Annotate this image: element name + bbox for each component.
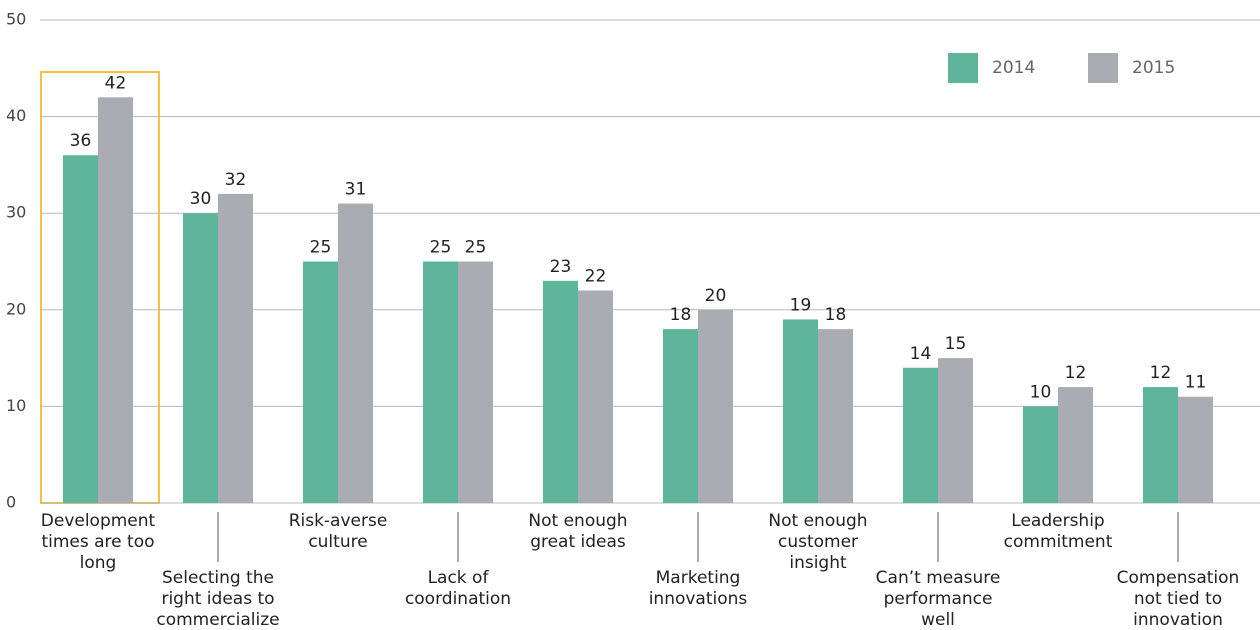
label-line: Development [41, 511, 156, 531]
label-line: times are too [41, 532, 154, 552]
legend-label: 2015 [1132, 58, 1175, 78]
value-label: 23 [550, 257, 572, 277]
bar [1143, 387, 1178, 503]
bar [458, 261, 493, 503]
value-label: 36 [70, 131, 92, 151]
label-line: innovations [649, 589, 748, 609]
label-line: customer [778, 532, 858, 552]
value-label: 42 [105, 73, 127, 93]
bar [1023, 406, 1058, 503]
x-tick-label: Lack of coordination [405, 568, 511, 609]
label-line: performance [884, 589, 993, 609]
y-tick-label: 30 [6, 203, 26, 222]
label-line: Selecting the [162, 568, 274, 588]
bar [183, 213, 218, 503]
label-line: Risk-averse [289, 511, 388, 531]
value-label: 19 [790, 295, 812, 315]
label-line: commitment [1004, 532, 1113, 552]
y-tick-label: 20 [6, 299, 26, 318]
value-label: 20 [705, 286, 727, 306]
x-tick-label: Compensation not tied to innovation [1117, 568, 1240, 630]
bar [698, 309, 733, 503]
bar [783, 319, 818, 503]
label-line: Compensation [1117, 568, 1240, 588]
label-line: Not enough [528, 511, 627, 531]
label-line: not tied to [1134, 589, 1222, 609]
bar [303, 261, 338, 503]
y-tick-label: 0 [6, 493, 16, 512]
label-line: Can’t measure [876, 568, 1001, 588]
x-tick-label: Selecting the right ideas to commercialize [156, 568, 279, 630]
y-tick-label: 40 [6, 106, 26, 125]
value-label: 12 [1150, 363, 1172, 383]
label-line: long [80, 553, 117, 573]
value-label: 32 [225, 170, 247, 190]
y-tick-label: 50 [6, 10, 26, 29]
value-label: 18 [670, 305, 692, 325]
bar [338, 203, 373, 504]
bar [423, 261, 458, 503]
label-line: insight [789, 553, 847, 573]
label-line: right ideas to [161, 589, 274, 609]
x-tick-label: Not enough great ideas [528, 511, 627, 552]
bar [938, 358, 973, 503]
legend-label: 2014 [992, 58, 1035, 78]
bar [98, 97, 133, 503]
bar [903, 367, 938, 503]
value-label: 25 [310, 238, 332, 258]
bar [818, 329, 853, 503]
x-tick-label: Development times are too long [41, 511, 156, 573]
value-label: 15 [945, 334, 967, 354]
x-tick-label: Risk-averse culture [289, 511, 388, 552]
value-label: 31 [345, 180, 367, 200]
label-line: culture [308, 532, 367, 552]
value-label: 12 [1065, 363, 1087, 383]
value-label: 30 [190, 189, 212, 209]
value-label: 10 [1030, 382, 1052, 402]
value-label: 22 [585, 266, 607, 286]
bar [663, 329, 698, 503]
x-tick-label: Can’t measure performance well [876, 568, 1001, 630]
label-line: great ideas [530, 532, 626, 552]
value-label: 11 [1185, 373, 1207, 393]
x-tick-label: Marketing innovations [649, 568, 748, 609]
bar [1058, 387, 1093, 503]
label-line: Leadership [1011, 511, 1104, 531]
value-label: 18 [825, 305, 847, 325]
value-label: 25 [465, 238, 487, 258]
bar [543, 280, 578, 503]
value-label: 14 [910, 344, 932, 364]
bar [218, 193, 253, 503]
bar [1178, 396, 1213, 503]
label-line: Lack of [428, 568, 490, 588]
label-line: Marketing [656, 568, 741, 588]
bar [63, 155, 98, 504]
label-line: coordination [405, 589, 511, 609]
label-line: commercialize [156, 610, 279, 630]
legend-swatch [948, 53, 978, 83]
legend-swatch [1088, 53, 1118, 83]
label-line: innovation [1133, 610, 1223, 630]
value-label: 25 [430, 238, 452, 258]
x-tick-label: Leadership commitment [1004, 511, 1113, 552]
x-tick-label: Not enough customer insight [768, 511, 867, 573]
label-line: well [921, 610, 955, 630]
bar [578, 290, 613, 503]
label-line: Not enough [768, 511, 867, 531]
y-tick-label: 10 [6, 396, 26, 415]
